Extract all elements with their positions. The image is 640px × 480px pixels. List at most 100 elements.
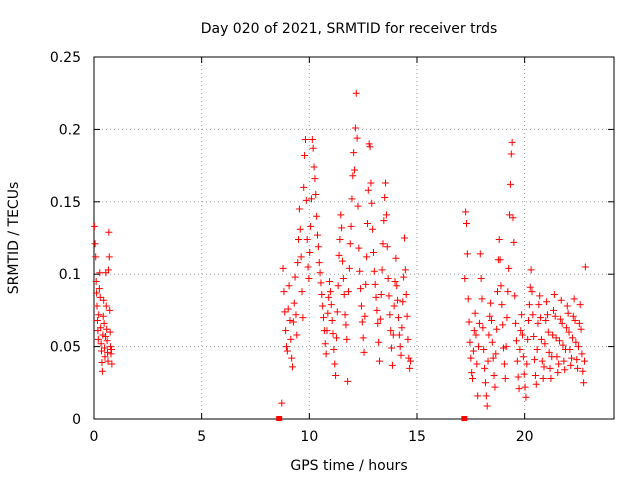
- data-point: [380, 217, 388, 225]
- data-point: [310, 163, 318, 171]
- data-points: [90, 89, 589, 410]
- data-point: [397, 351, 405, 359]
- data-point: [545, 348, 553, 356]
- data-point: [324, 309, 332, 317]
- data-point: [565, 328, 573, 336]
- data-point: [381, 193, 389, 201]
- data-point: [574, 364, 582, 372]
- data-point: [573, 356, 581, 364]
- data-point: [531, 372, 539, 380]
- data-point: [402, 290, 410, 298]
- data-point: [549, 331, 557, 339]
- data-point: [379, 240, 387, 248]
- data-point: [470, 327, 478, 335]
- data-point: [554, 369, 562, 377]
- data-point: [462, 208, 470, 216]
- data-point: [315, 259, 323, 267]
- chart-title: Day 020 of 2021, SRMTID for receiver trd…: [201, 21, 498, 37]
- data-point: [553, 353, 561, 361]
- data-point: [308, 136, 316, 144]
- data-point: [376, 315, 384, 323]
- data-point: [522, 393, 530, 401]
- data-point: [366, 143, 374, 151]
- data-point: [488, 338, 496, 346]
- data-point: [555, 360, 563, 368]
- data-point: [502, 343, 510, 351]
- data-point: [558, 319, 566, 327]
- data-point: [394, 314, 402, 322]
- data-point: [405, 354, 413, 362]
- data-point: [468, 369, 476, 377]
- data-point: [480, 345, 488, 353]
- data-point: [343, 335, 351, 343]
- data-point: [521, 383, 529, 391]
- data-point: [393, 282, 401, 290]
- data-point: [465, 318, 473, 326]
- data-point: [563, 302, 571, 310]
- data-point: [307, 222, 315, 230]
- data-point: [392, 254, 400, 262]
- data-point: [364, 186, 372, 194]
- data-point: [394, 296, 402, 304]
- data-point: [541, 340, 549, 348]
- data-point: [562, 324, 570, 332]
- data-point: [97, 340, 105, 348]
- data-point: [529, 311, 537, 319]
- data-point: [543, 298, 551, 306]
- data-point: [494, 288, 502, 296]
- data-point: [346, 240, 354, 248]
- data-point: [382, 211, 390, 219]
- data-point: [575, 319, 583, 327]
- data-point: [407, 357, 415, 365]
- y-tick-labels: 0 0.05 0.1 0.15 0.2 0.25: [50, 50, 81, 428]
- data-point: [550, 290, 558, 298]
- data-point: [107, 343, 115, 351]
- data-point: [528, 288, 536, 296]
- data-point: [568, 354, 576, 362]
- data-gap-marker: [461, 416, 468, 421]
- data-point: [293, 331, 301, 339]
- data-point: [94, 335, 102, 343]
- data-point: [503, 314, 511, 322]
- data-point: [515, 385, 523, 393]
- data-point: [318, 290, 326, 298]
- data-point: [332, 372, 340, 380]
- data-point: [102, 302, 110, 310]
- data-point: [321, 340, 329, 348]
- data-point: [351, 124, 359, 132]
- data-point: [322, 350, 330, 358]
- data-point: [517, 327, 525, 335]
- data-point: [101, 344, 109, 352]
- data-point: [278, 399, 286, 407]
- data-point: [472, 331, 480, 339]
- data-point: [348, 195, 356, 203]
- data-point: [533, 345, 541, 353]
- data-point: [285, 282, 293, 290]
- data-point: [361, 312, 369, 320]
- data-point: [489, 354, 497, 362]
- data-point: [487, 299, 495, 307]
- data-point: [349, 172, 357, 180]
- data-point: [388, 344, 396, 352]
- data-point: [493, 325, 501, 333]
- data-point: [331, 360, 339, 368]
- data-point: [338, 224, 346, 232]
- data-point: [289, 318, 297, 326]
- data-point: [106, 328, 114, 336]
- data-point: [305, 275, 313, 283]
- data-point: [569, 312, 577, 320]
- data-point: [475, 343, 483, 351]
- data-point: [333, 308, 341, 316]
- data-point: [482, 392, 490, 400]
- y-tick-label: 0.05: [50, 340, 81, 356]
- data-point: [299, 314, 307, 322]
- x-tick-labels: 0 5 10 15 20: [90, 429, 534, 445]
- data-point: [490, 372, 498, 380]
- data-point: [294, 259, 302, 267]
- data-point: [92, 277, 100, 285]
- data-point: [580, 379, 588, 387]
- data-point: [107, 345, 115, 353]
- data-point: [369, 225, 377, 233]
- data-point: [372, 293, 380, 301]
- x-tick-label: 5: [197, 429, 206, 445]
